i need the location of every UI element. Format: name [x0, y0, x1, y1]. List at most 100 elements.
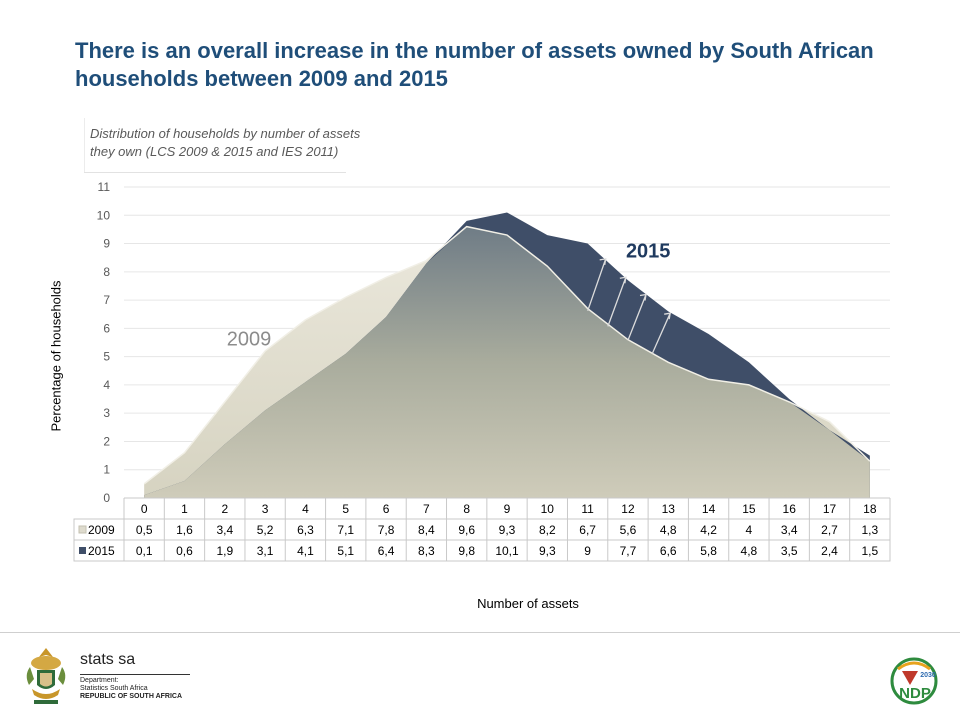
data-label-2015: 5,1 — [337, 544, 354, 558]
x-tick-label: 2 — [221, 502, 228, 516]
x-tick-label: 11 — [581, 502, 594, 516]
x-tick-label: 12 — [621, 502, 635, 516]
stats-sa-brand: stats sa Department: Statistics South Af… — [80, 651, 190, 701]
data-label-2015: 1,5 — [861, 544, 878, 558]
y-tick-label: 3 — [103, 406, 110, 420]
data-label-2009: 4,2 — [700, 523, 717, 537]
data-label-2009: 1,6 — [176, 523, 193, 537]
y-axis: 0 1 2 3 4 5 6 7 8 9 10 11 — [97, 180, 111, 505]
y-tick-label: 10 — [97, 208, 111, 222]
area-layer — [143, 212, 871, 499]
data-label-2015: 10,1 — [495, 544, 519, 558]
x-tick-label: 3 — [262, 502, 269, 516]
coat-of-arms-logo — [26, 648, 66, 704]
data-label-2015: 3,1 — [257, 544, 274, 558]
x-tick-label: 4 — [302, 502, 309, 516]
data-label-2009: 2,7 — [821, 523, 838, 537]
increase-arrow-head — [664, 312, 671, 320]
x-tick-label: 1 — [181, 502, 188, 516]
legend-swatch-2009 — [78, 525, 87, 534]
x-tick-label: 10 — [541, 502, 555, 516]
data-label-2015: 4,1 — [297, 544, 314, 558]
y-tick-label: 9 — [103, 237, 110, 251]
slide-title: There is an overall increase in the numb… — [75, 38, 874, 91]
data-label-2009: 8,2 — [539, 523, 556, 537]
data-label-2015: 0,6 — [176, 544, 193, 558]
data-label-2009: 9,3 — [499, 523, 516, 537]
ndp-wordmark: NDP — [899, 685, 931, 702]
y-tick-label: 8 — [103, 265, 110, 279]
area-overlap — [144, 226, 870, 498]
data-label-2009: 6,3 — [297, 523, 314, 537]
subtitle-divider — [84, 172, 346, 173]
data-label-2015: 0,1 — [136, 544, 153, 558]
brand-divider — [80, 674, 190, 675]
data-label-2009: 5,6 — [620, 523, 637, 537]
increase-arrows — [587, 258, 671, 355]
x-tick-label: 16 — [783, 502, 797, 516]
callout-2015: 2015 — [626, 241, 671, 263]
line-2009 — [143, 225, 871, 485]
x-tick-label: 6 — [383, 502, 390, 516]
y-tick-label: 0 — [103, 491, 110, 505]
footer-divider — [0, 632, 960, 633]
data-label-2009: 7,8 — [378, 523, 395, 537]
increase-arrow — [651, 312, 671, 355]
y-axis-title: Percentage of households — [48, 280, 64, 432]
data-label-2009: 7,1 — [337, 523, 354, 537]
data-label-2015: 9 — [584, 544, 591, 558]
ndp-year: 2030 — [920, 672, 936, 679]
y-tick-label: 7 — [103, 293, 110, 307]
y-tick-label: 6 — [103, 321, 110, 335]
callout-2009: 2009 — [227, 328, 272, 350]
data-label-2009: 9,6 — [458, 523, 475, 537]
x-tick-label: 9 — [504, 502, 511, 516]
increase-arrow-head — [619, 276, 627, 284]
increase-arrow — [607, 277, 627, 327]
legend-label-2009: 2009 — [88, 523, 115, 537]
series-callouts: 2009 2015 — [227, 241, 671, 351]
data-label-2009: 3,4 — [781, 523, 798, 537]
x-tick-label: 0 — [141, 502, 148, 516]
data-label-2009: 8,4 — [418, 523, 435, 537]
data-label-2009: 1,3 — [861, 523, 878, 537]
x-axis-title: Number of assets — [477, 596, 579, 611]
data-label-2009: 5,2 — [257, 523, 274, 537]
ndp-2030-logo: 2030 NDP — [890, 657, 938, 705]
brand-department: Department: — [80, 677, 119, 684]
data-label-2009: 4,8 — [660, 523, 677, 537]
data-label-2015: 5,8 — [700, 544, 717, 558]
y-tick-label: 4 — [103, 378, 110, 392]
x-tick-label: 8 — [463, 502, 470, 516]
chart-subtitle: Distribution of households by number of … — [90, 125, 420, 161]
data-label-2009: 0,5 — [136, 523, 153, 537]
increase-arrow-head — [639, 293, 647, 301]
increase-arrow — [587, 258, 607, 312]
data-label-2015: 6,6 — [660, 544, 677, 558]
x-tick-label: 15 — [742, 502, 756, 516]
brand-name: stats sa — [80, 651, 136, 668]
x-tick-label: 5 — [342, 502, 349, 516]
data-label-2015: 4,8 — [741, 544, 758, 558]
chart-subtitle-line-2: they own (LCS 2009 & 2015 and IES 2011) — [90, 144, 339, 159]
y-tick-label: 2 — [103, 434, 110, 448]
x-tick-label: 13 — [662, 502, 676, 516]
x-tick-label: 14 — [702, 502, 716, 516]
data-label-2015: 8,3 — [418, 544, 435, 558]
y-tick-label: 11 — [98, 180, 111, 194]
data-label-2015: 1,9 — [216, 544, 233, 558]
data-label-2009: 3,4 — [216, 523, 233, 537]
data-label-2015: 2,4 — [821, 544, 838, 558]
subtitle-frame-left — [84, 118, 85, 173]
brand-republic: REPUBLIC OF SOUTH AFRICA — [80, 693, 183, 700]
data-label-2015: 9,8 — [458, 544, 475, 558]
y-tick-label: 5 — [103, 350, 110, 364]
data-label-2009: 6,7 — [579, 523, 596, 537]
chart-subtitle-line-1: Distribution of households by number of … — [90, 126, 361, 141]
y-tick-label: 1 — [103, 463, 110, 477]
data-label-2015: 7,7 — [620, 544, 637, 558]
increase-arrow-head — [599, 258, 607, 266]
legend-label-2015: 2015 — [88, 544, 115, 558]
